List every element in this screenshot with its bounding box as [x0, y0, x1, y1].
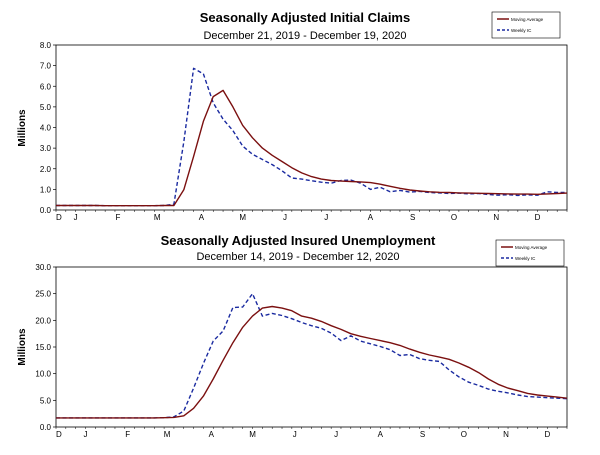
chart-2-x-tick-label: D: [544, 430, 550, 439]
chart-1-x-tick-label: F: [115, 213, 120, 222]
chart-2-y-tick-label: 15.0: [35, 343, 51, 352]
chart-1-y-tick-label: 2.0: [40, 165, 52, 174]
chart-1-title: Seasonally Adjusted Initial Claims: [200, 10, 410, 25]
chart-2-x-tick-label: O: [461, 430, 467, 439]
chart-1-legend-label-weekly-ic: Weekly IC: [511, 28, 532, 33]
chart-1-y-tick-label: 5.0: [40, 103, 52, 112]
chart-1-x-tick-label: A: [199, 213, 205, 222]
chart-2-series-line-weekly-ic: [56, 293, 568, 419]
chart-2-x-tick-label: F: [125, 430, 130, 439]
chart-2-y-tick-label: 30.0: [35, 263, 51, 272]
chart-1-series-line-moving-average: [56, 89, 568, 207]
chart-1-legend: Moving Average Weekly IC: [491, 11, 561, 39]
chart-2-x-tick-label: S: [420, 430, 425, 439]
chart-1-x-tick-label: N: [493, 213, 499, 222]
chart-2-x-tick-label: J: [83, 430, 87, 439]
chart-1-y-tick-label: 3.0: [40, 144, 52, 153]
chart-initial-claims: Seasonally Adjusted Initial Claims Decem…: [17, 10, 568, 222]
chart-2-x-tick-label: A: [209, 430, 215, 439]
chart-2-x-tick-label: A: [378, 430, 384, 439]
chart-1-y-tick-label: 6.0: [40, 82, 52, 91]
chart-2-y-axis-label: Millions: [17, 328, 28, 366]
chart-2-subtitle: December 14, 2019 - December 12, 2020: [196, 251, 399, 263]
chart-2-y-tick-label: 25.0: [35, 290, 51, 299]
chart-2-x-tick-label: J: [334, 430, 338, 439]
chart-2-y-tick-label: 20.0: [35, 316, 51, 325]
chart-1-x-tick-label: S: [410, 213, 415, 222]
chart-1-x-tick-label: O: [451, 213, 457, 222]
chart-1-subtitle: December 21, 2019 - December 19, 2020: [203, 30, 406, 42]
chart-1-y-tick-label: 4.0: [40, 124, 52, 133]
chart-2-x-tick-label: M: [249, 430, 256, 439]
chart-1-y-axis-label: Millions: [17, 109, 28, 147]
chart-1-y-tick-label: 8.0: [40, 41, 52, 50]
chart-1-x-tick-label: D: [56, 213, 62, 222]
chart-1-y-tick-label: 7.0: [40, 62, 52, 71]
chart-2-legend: Moving Average Weekly IC: [495, 239, 565, 267]
chart-1-plot-area: [55, 44, 568, 211]
chart-2-legend-label-weekly-ic: Weekly IC: [515, 256, 536, 261]
chart-2-y-tick-label: 5.0: [40, 396, 52, 405]
chart-2-y-tick-label: 10.0: [35, 370, 51, 379]
chart-1-legend-box: [491, 11, 561, 39]
chart-1-y-tick-label: 0.0: [40, 206, 52, 215]
chart-1-legend-label-moving-average: Moving Average: [511, 17, 544, 22]
chart-2-x-tick-label: D: [56, 430, 62, 439]
chart-1-series-line-weekly-ic: [56, 67, 567, 207]
chart-2-title: Seasonally Adjusted Insured Unemployment: [161, 233, 436, 248]
chart-2-x-tick-label: M: [164, 430, 171, 439]
chart-2-x-tick-label: N: [503, 430, 509, 439]
chart-1-x-tick-label: D: [535, 213, 541, 222]
chart-2-legend-box: [495, 239, 565, 267]
chart-1-x-tick-label: M: [154, 213, 161, 222]
chart-1-y-tick-label: 1.0: [40, 185, 52, 194]
chart-2-legend-label-moving-average: Moving Average: [515, 245, 548, 250]
chart-2-series-line-moving-average: [56, 305, 568, 419]
chart-1-x-tick-label: M: [239, 213, 246, 222]
chart-2-y-tick-label: 0.0: [40, 423, 52, 432]
chart-insured-unemployment: Seasonally Adjusted Insured Unemployment…: [17, 233, 568, 439]
chart-1-x-tick-label: J: [74, 213, 78, 222]
chart-2-x-tick-label: J: [293, 430, 297, 439]
chart-1-x-tick-label: A: [368, 213, 374, 222]
chart-1-x-tick-label: J: [283, 213, 287, 222]
chart-1-x-tick-label: J: [324, 213, 328, 222]
chart-2-plot-area: [55, 266, 568, 428]
